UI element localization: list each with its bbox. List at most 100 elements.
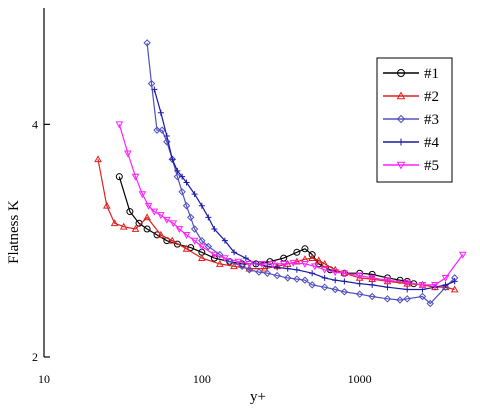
data-point	[169, 156, 176, 163]
data-point	[143, 225, 151, 233]
data-point	[245, 261, 254, 268]
data-point	[384, 284, 391, 291]
data-point	[115, 173, 123, 181]
data-point	[144, 202, 153, 210]
legend-label: #3	[424, 112, 439, 128]
data-point	[225, 257, 234, 266]
data-point	[162, 216, 171, 224]
data-point	[153, 231, 161, 239]
data-point	[293, 248, 301, 256]
data-point	[157, 212, 165, 220]
data-point	[150, 208, 159, 216]
data-point	[284, 274, 292, 282]
data-point	[131, 225, 140, 232]
data-point	[178, 188, 186, 196]
data-point	[182, 231, 191, 239]
data-point	[356, 280, 363, 287]
data-point	[174, 167, 181, 174]
data-point	[355, 290, 364, 298]
data-point	[234, 258, 243, 266]
data-point	[131, 173, 140, 181]
data-point	[426, 299, 434, 308]
data-point	[289, 259, 298, 267]
data-point	[158, 126, 166, 134]
data-point	[332, 277, 339, 284]
series-layer	[94, 39, 467, 308]
data-point	[293, 266, 300, 273]
data-point	[190, 237, 199, 245]
data-point	[320, 266, 329, 274]
data-point	[458, 251, 467, 259]
data-point	[340, 270, 349, 278]
legend-label: #2	[424, 89, 439, 105]
data-point	[245, 266, 254, 274]
data-point	[451, 278, 458, 285]
legend-label: #4	[424, 135, 440, 151]
y-axis-label: Flatness K	[6, 200, 22, 264]
data-point	[368, 292, 376, 301]
data-point	[442, 281, 449, 288]
data-point	[383, 295, 392, 303]
data-point	[258, 261, 266, 268]
legend-label: #1	[424, 66, 439, 82]
data-point	[397, 138, 405, 146]
data-point	[157, 230, 165, 238]
data-point	[355, 272, 364, 280]
data-point	[175, 226, 184, 234]
data-point	[263, 269, 272, 277]
data-point	[190, 225, 199, 233]
data-point	[221, 255, 229, 263]
data-point	[168, 236, 177, 244]
data-point	[331, 269, 340, 277]
data-point	[403, 277, 411, 285]
data-point	[242, 255, 249, 262]
data-point	[210, 251, 219, 259]
data-point	[331, 285, 339, 294]
data-point	[216, 250, 224, 259]
data-point	[94, 155, 102, 163]
ticks-layer: 2 4 10 100 1000	[32, 117, 372, 386]
x-tick-label: 100	[193, 372, 211, 386]
data-point	[153, 126, 161, 134]
legend-box	[376, 57, 453, 183]
data-point	[260, 264, 269, 272]
data-point	[169, 220, 178, 228]
data-point	[182, 202, 191, 210]
y-tick-label: 2	[32, 350, 38, 364]
data-point	[431, 281, 439, 289]
data-point	[147, 79, 156, 88]
data-point	[273, 271, 281, 280]
x-tick-label: 1000	[348, 372, 372, 386]
legend-item: #4	[383, 135, 440, 151]
data-point	[340, 288, 349, 296]
data-point	[221, 237, 228, 244]
data-point	[320, 259, 329, 267]
data-point	[126, 208, 134, 216]
data-point	[205, 214, 212, 221]
data-point	[418, 281, 427, 289]
data-point	[110, 219, 119, 227]
legend-label: #5	[424, 158, 439, 174]
series-line	[118, 124, 464, 286]
data-point	[179, 173, 186, 180]
data-point	[309, 270, 316, 277]
series-n4	[151, 86, 458, 293]
data-point	[143, 39, 151, 47]
data-point	[211, 226, 218, 233]
data-point	[204, 242, 213, 251]
data-point	[441, 274, 450, 282]
x-axis-label: y+	[250, 389, 266, 405]
legend-item: #1	[383, 66, 439, 82]
data-point	[450, 285, 459, 293]
data-point	[151, 86, 158, 93]
data-point	[197, 243, 206, 251]
data-point	[230, 262, 238, 270]
data-point	[198, 202, 205, 209]
data-point	[396, 91, 406, 100]
data-point	[279, 261, 288, 268]
data-point	[418, 292, 427, 301]
legend-item: #2	[383, 89, 439, 105]
data-point	[215, 259, 224, 267]
data-point	[441, 283, 450, 291]
